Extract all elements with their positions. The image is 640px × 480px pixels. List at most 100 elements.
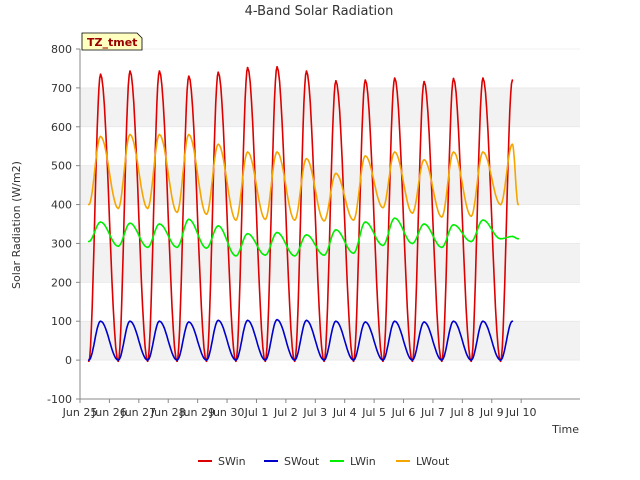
x-tick-label: Jun 27 (120, 406, 156, 419)
data-point-lwin (517, 237, 520, 240)
data-point-swin (305, 70, 308, 73)
y-tick-label: 100 (51, 315, 72, 328)
data-point-swout (146, 359, 149, 362)
x-tick-label: Jun 30 (209, 406, 245, 419)
data-point-swout (482, 320, 484, 323)
data-point-lwin (217, 225, 220, 227)
data-point-lwout (129, 133, 131, 136)
legend-label-swout: SWout (284, 455, 320, 468)
data-point-lwout (146, 207, 149, 210)
data-point-swout (129, 320, 131, 323)
data-point-swout (423, 321, 426, 323)
data-point-swout (334, 320, 337, 323)
grid-band (80, 87, 580, 127)
data-point-swout (411, 359, 414, 362)
data-point-lwout (205, 213, 208, 216)
data-point-swout (382, 359, 384, 362)
data-point-swin (158, 70, 161, 73)
x-tick-label: Jun 26 (91, 406, 127, 419)
data-point-swout (217, 319, 220, 322)
y-tick-label: 700 (51, 82, 72, 95)
y-tick-label: 400 (51, 199, 72, 212)
data-point-lwout (352, 219, 355, 222)
x-tick-label: Jul 10 (505, 406, 537, 419)
x-tick-label: Jul 6 (391, 406, 416, 419)
data-point-lwout (217, 143, 220, 146)
x-tick-label: Jul 2 (273, 406, 298, 419)
data-point-lwout (117, 207, 120, 210)
data-point-swout (187, 321, 190, 323)
data-point-lwout (87, 203, 90, 206)
data-point-swout (323, 359, 326, 362)
data-point-lwin (382, 244, 384, 247)
data-point-lwin (511, 235, 514, 238)
legend-label-lwout: LWout (416, 455, 450, 468)
data-point-swin (423, 80, 426, 83)
x-tick-label: Jun 25 (62, 406, 98, 419)
data-point-lwout (264, 218, 267, 221)
data-point-lwin (187, 218, 190, 221)
data-point-lwin (99, 221, 102, 223)
y-tick-label: 800 (51, 43, 72, 56)
data-point-lwout (517, 203, 520, 206)
x-tick-label: Jul 3 (302, 406, 327, 419)
data-point-swin (364, 79, 367, 82)
data-point-lwout (411, 212, 414, 215)
data-point-lwin (352, 252, 355, 255)
x-axis-label: Time (551, 423, 579, 436)
x-tick-label: Jul 7 (420, 406, 445, 419)
y-tick-label: 200 (51, 276, 72, 289)
data-point-lwout (511, 143, 514, 146)
data-point-lwin (276, 231, 278, 234)
data-point-lwout (293, 219, 296, 222)
data-point-lwin (393, 217, 396, 220)
data-point-swout (205, 359, 208, 362)
data-point-lwin (499, 237, 502, 240)
data-point-lwout (176, 211, 178, 214)
data-point-lwin (470, 240, 473, 243)
data-point-lwin (176, 246, 178, 249)
data-point-lwin (334, 228, 337, 231)
x-tick-label: Jun 29 (179, 406, 215, 419)
data-point-lwin (482, 219, 484, 222)
data-point-lwout (158, 133, 161, 136)
data-point-lwin (293, 254, 296, 257)
data-point-swout (511, 320, 514, 323)
x-tick-label: Jul 8 (449, 406, 474, 419)
series-line-swout (88, 318, 513, 361)
data-point-swout (176, 359, 178, 362)
data-point-swout (87, 359, 90, 362)
data-point-swin (393, 77, 396, 80)
data-point-swout (440, 359, 443, 362)
data-point-lwout (470, 215, 473, 218)
y-tick-label: 500 (51, 160, 72, 173)
data-point-lwout (393, 151, 396, 153)
legend-label-swin: SWin (218, 455, 246, 468)
data-point-swin (99, 73, 102, 76)
data-point-swout (246, 319, 249, 322)
data-point-lwout (423, 158, 426, 161)
series-line-swin (88, 66, 514, 363)
grid-lines (80, 48, 580, 400)
series-layer (87, 65, 520, 363)
x-tick-label: Jul 9 (479, 406, 504, 419)
y-tick-labels: -100 0 100 200 300 400 500 600 700 800 (47, 43, 80, 406)
data-point-swin (246, 66, 249, 69)
data-point-lwin (305, 233, 308, 236)
chart-title: 4-Band Solar Radiation (245, 4, 394, 19)
data-point-lwin (129, 222, 131, 225)
data-point-lwout (382, 206, 384, 209)
data-point-lwout (187, 133, 190, 136)
data-point-swout (305, 319, 308, 322)
data-point-lwout (499, 203, 502, 206)
data-point-lwin (364, 221, 367, 223)
data-point-swout (234, 359, 237, 362)
data-point-lwout (364, 155, 367, 157)
data-point-lwin (158, 223, 161, 225)
station-badge: TZ_tmet (81, 32, 143, 51)
station-label: TZ_tmet (87, 36, 137, 49)
legend: SWin SWout LWin LWout (198, 455, 450, 468)
data-point-swout (393, 320, 396, 323)
data-point-lwin (146, 246, 149, 249)
